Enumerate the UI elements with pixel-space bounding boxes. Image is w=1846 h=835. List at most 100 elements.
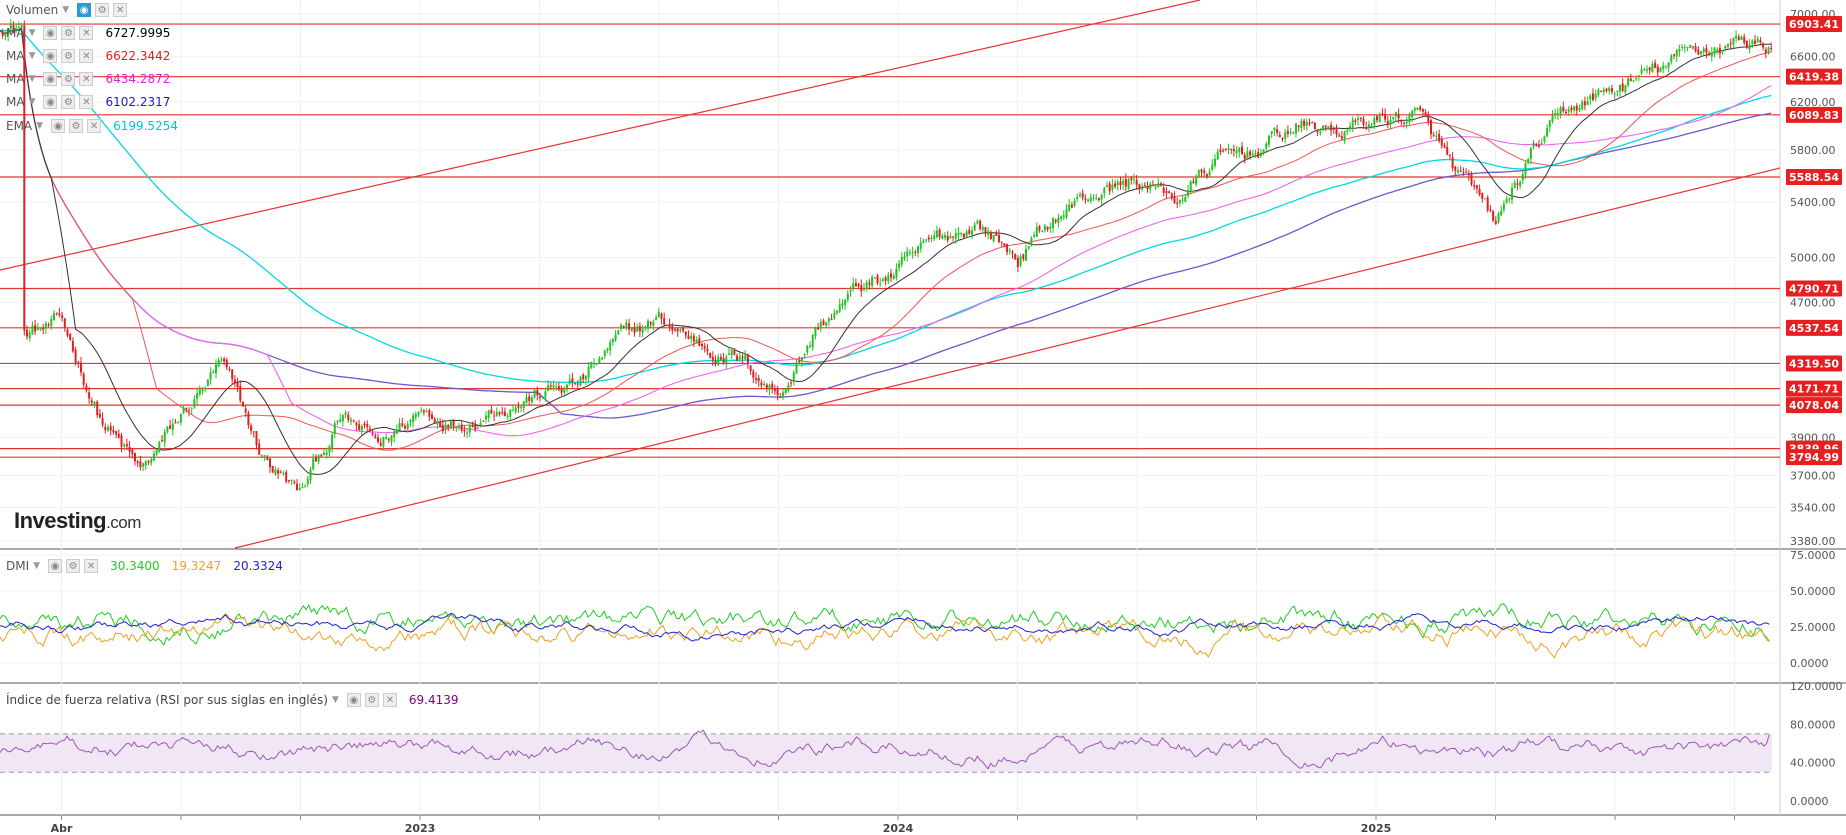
eye-icon[interactable]: ◉	[43, 95, 58, 109]
chevron-down-icon[interactable]: ▼	[28, 51, 36, 61]
chevron-down-icon[interactable]: ▼	[28, 97, 36, 107]
candle-body	[161, 440, 163, 442]
close-icon[interactable]: ✕	[84, 559, 99, 573]
close-icon[interactable]: ✕	[79, 49, 94, 63]
candle-body	[1165, 191, 1168, 194]
legend-volumen[interactable]: Volumen ▼ ◉ ⚙ ✕	[6, 2, 128, 18]
candle-body	[1497, 213, 1500, 223]
eye-icon[interactable]: ◉	[48, 559, 63, 573]
eye-icon[interactable]: ◉	[43, 72, 58, 86]
legend-ma-2[interactable]: MA ▼ ◉ ⚙ ✕ 6622.3442	[6, 48, 170, 64]
candle-body	[1095, 197, 1098, 199]
candle-body	[374, 435, 377, 438]
candle-body	[1740, 36, 1743, 40]
candle-body	[1389, 119, 1392, 125]
candle-body	[215, 364, 217, 374]
candle-body	[857, 284, 860, 287]
candle-body	[900, 257, 903, 265]
legend-ma-3[interactable]: MA ▼ ◉ ⚙ ✕ 6434.2872	[6, 71, 170, 87]
candle-body	[1608, 87, 1611, 91]
legend-ma-1[interactable]: MA ▼ ◉ ⚙ ✕ 6727.9995	[6, 25, 170, 41]
candle-body	[1759, 40, 1762, 43]
rsi-value: 69.4139	[408, 693, 459, 707]
close-icon[interactable]: ✕	[113, 3, 128, 17]
candle-body	[660, 313, 663, 319]
rsi-tick-label: 0.0000	[1790, 795, 1829, 808]
chevron-down-icon[interactable]: ▼	[36, 121, 44, 131]
legend-ema[interactable]: EMA ▼ ◉ ⚙ ✕ 6199.5254	[6, 118, 178, 134]
gear-icon[interactable]: ⚙	[61, 26, 76, 40]
candle-body	[649, 322, 652, 325]
candle-body	[1529, 148, 1532, 160]
candle-body	[412, 415, 415, 422]
dmi-adx-value: 20.3324	[233, 559, 283, 573]
y-tick-label: 5800.00	[1790, 144, 1836, 157]
candle-body	[1157, 183, 1160, 187]
close-icon[interactable]: ✕	[79, 72, 94, 86]
gear-icon[interactable]: ⚙	[69, 119, 84, 133]
chevron-down-icon[interactable]: ▼	[331, 695, 339, 705]
candle-body	[787, 384, 790, 391]
close-icon[interactable]: ✕	[79, 26, 94, 40]
close-icon[interactable]: ✕	[87, 119, 102, 133]
candle-body	[587, 366, 590, 378]
candle-body	[1713, 47, 1716, 54]
candle-body	[682, 328, 685, 331]
candle-body	[657, 311, 660, 318]
candle-body	[325, 452, 328, 455]
candle-body	[109, 426, 112, 431]
gear-icon[interactable]: ⚙	[364, 693, 379, 707]
gear-icon[interactable]: ⚙	[66, 559, 81, 573]
gear-icon[interactable]: ⚙	[61, 95, 76, 109]
candle-body	[525, 396, 528, 404]
candle-body	[1475, 185, 1478, 189]
gear-icon[interactable]: ⚙	[95, 3, 110, 17]
candle-body	[1300, 120, 1303, 128]
level-label-background	[1786, 280, 1842, 297]
legend-value: 6102.2317	[105, 95, 171, 109]
candle-body	[1316, 131, 1319, 133]
eye-icon[interactable]: ◉	[77, 3, 92, 17]
candle-body	[1548, 120, 1551, 128]
gear-icon[interactable]: ⚙	[61, 72, 76, 86]
candle-body	[1664, 65, 1667, 67]
candle-body	[107, 427, 109, 431]
candle-body	[1581, 101, 1584, 110]
candle-body	[282, 472, 285, 475]
candle-body	[28, 332, 31, 339]
legend-ma-4[interactable]: MA ▼ ◉ ⚙ ✕ 6102.2317	[6, 94, 170, 110]
close-icon[interactable]: ✕	[382, 693, 397, 707]
close-icon[interactable]: ✕	[79, 95, 94, 109]
candle-body	[1027, 246, 1030, 249]
chevron-down-icon[interactable]: ▼	[28, 28, 36, 38]
candle-body	[1200, 169, 1203, 172]
chevron-down-icon[interactable]: ▼	[28, 74, 36, 84]
candle-body	[757, 377, 760, 382]
candle-body	[984, 227, 987, 234]
legend-dmi[interactable]: DMI ▼ ◉ ⚙ ✕ 30.3400 19.3247 20.3324	[6, 558, 283, 574]
candle-body	[115, 431, 118, 435]
candle-body	[331, 434, 334, 449]
eye-icon[interactable]: ◉	[346, 693, 361, 707]
candle-body	[1546, 128, 1549, 137]
candle-body	[1041, 231, 1044, 233]
candle-body	[1181, 199, 1184, 201]
candle-body	[468, 425, 471, 433]
eye-icon[interactable]: ◉	[43, 26, 58, 40]
candle-body	[447, 425, 450, 428]
legend-rsi[interactable]: Índice de fuerza relativa (RSI por sus s…	[6, 692, 459, 708]
candle-body	[1211, 164, 1214, 170]
chevron-down-icon[interactable]: ▼	[62, 5, 70, 15]
candle-body	[47, 324, 50, 326]
candle-body	[1359, 117, 1362, 119]
chevron-down-icon[interactable]: ▼	[33, 561, 41, 571]
eye-icon[interactable]: ◉	[43, 49, 58, 63]
candle-body	[177, 421, 180, 423]
y-tick-label: 5400.00	[1790, 196, 1836, 209]
candle-body	[150, 459, 153, 464]
gear-icon[interactable]: ⚙	[61, 49, 76, 63]
candle-body	[671, 326, 674, 331]
eye-icon[interactable]: ◉	[51, 119, 66, 133]
level-label: 6419.38	[1789, 71, 1839, 84]
